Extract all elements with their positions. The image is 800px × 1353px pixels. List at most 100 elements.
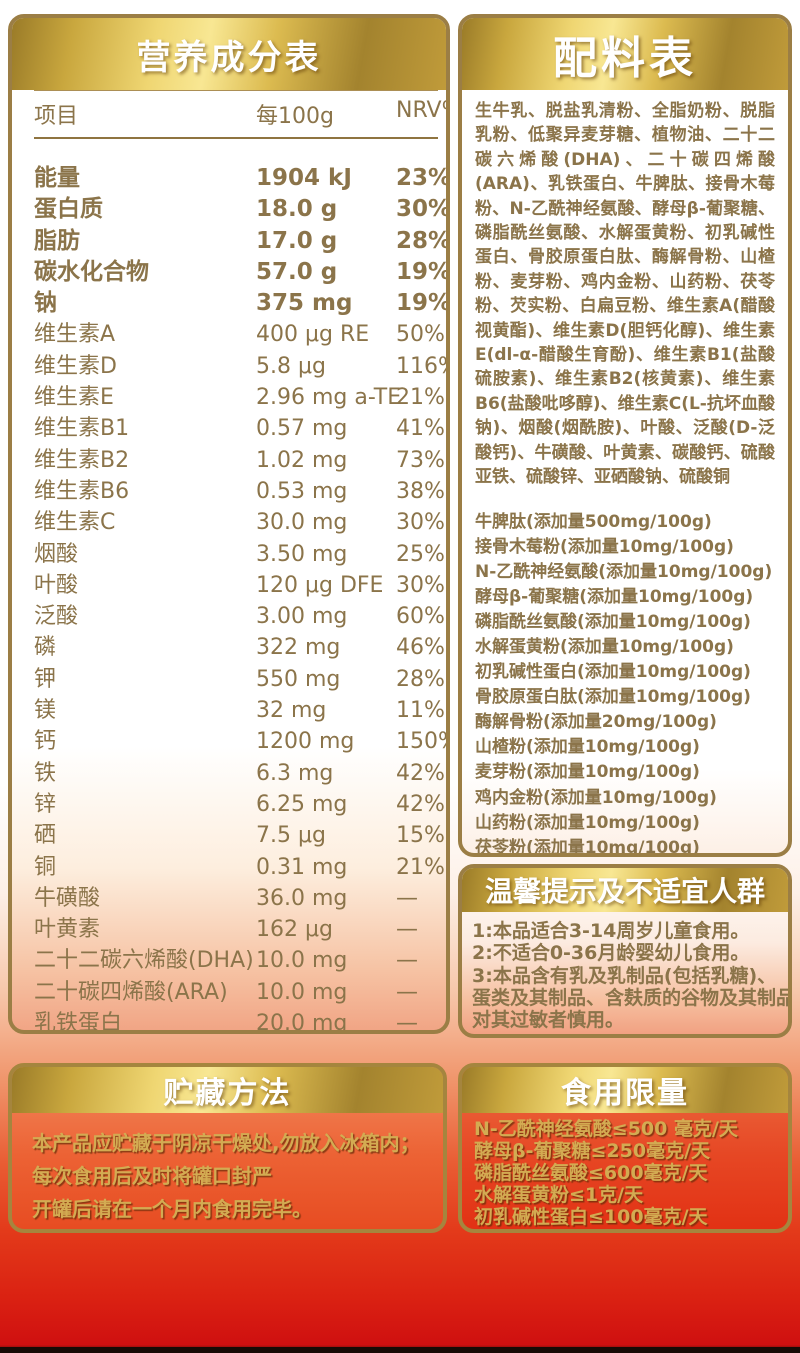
limit-line: 磷脂酰丝氨酸≤600毫克/天: [474, 1162, 708, 1184]
nutrient-name: 维生素C: [34, 510, 116, 536]
nutrient-nrv: 28%: [396, 227, 450, 254]
additive-line: 初乳碱性蛋白(添加量10mg/100g): [475, 662, 751, 683]
nutrition-row: 乳铁蛋白 20.0 mg —: [34, 1008, 438, 1034]
nutrient-nrv: 30%: [396, 572, 445, 598]
nutrient-name: 维生素B2: [34, 447, 130, 473]
nutrient-nrv: 50%: [396, 322, 445, 348]
tips-panel-header: 温馨提示及不适宜人群: [462, 868, 788, 912]
limit-line: 初乳碱性蛋白≤100毫克/天: [474, 1206, 708, 1228]
nutrition-row: 二十碳四烯酸(ARA) 10.0 mg —: [34, 977, 438, 1008]
additive-line: 酵母β-葡聚糖(添加量10mg/100g): [475, 586, 754, 607]
nutrient-nrv: —: [396, 917, 418, 943]
nutrient-nrv: 116%: [396, 353, 446, 379]
additive-line: 山药粉(添加量10mg/100g): [475, 812, 700, 833]
nutrient-nrv: —: [396, 1011, 418, 1034]
nutrient-value: 6.25 mg: [256, 791, 348, 817]
nutrient-value: 322 mg: [256, 635, 341, 661]
nutrition-row: 磷 322 mg 46%: [34, 632, 445, 663]
nutrient-nrv: 15%: [396, 823, 445, 849]
nutrient-name: 二十碳四烯酸(ARA): [34, 979, 228, 1005]
additive-line: 茯苓粉(添加量10mg/100g): [475, 837, 700, 857]
nutrient-name: 烟酸: [34, 541, 79, 567]
nutrient-name: 碳水化合物: [34, 258, 149, 285]
nutrient-nrv: 42%: [396, 791, 445, 817]
nutrition-row: 叶酸 120 μg DFE 30%: [34, 570, 445, 601]
nutrition-row: 蛋白质 18.0 g 30%: [34, 194, 446, 225]
nutrition-row: 铜 0.31 mg 21%: [34, 852, 445, 883]
storage-panel-header: 贮藏方法: [12, 1067, 443, 1113]
nutrient-value: 7.5 μg: [256, 823, 326, 849]
nutrient-nrv: 38%: [396, 478, 445, 504]
nutrient-value: 375 mg: [256, 290, 353, 317]
nutrient-name: 硒: [34, 823, 57, 849]
nutrient-nrv: —: [396, 948, 418, 974]
nutrient-nrv: 30%: [396, 510, 445, 536]
nutrient-name: 铜: [34, 854, 57, 880]
nutrient-name: 泛酸: [34, 604, 79, 630]
nutrition-row: 烟酸 3.50 mg 25%: [34, 539, 445, 570]
nutrient-name: 二十二碳六烯酸(DHA): [34, 948, 254, 974]
nutrition-row: 脂肪 17.0 g 28%: [34, 226, 446, 257]
nutrient-nrv: 21%: [396, 854, 445, 880]
nutrient-value: 20.0 mg: [256, 1011, 348, 1034]
nutrient-value: 5.8 μg: [256, 353, 326, 379]
nutrition-row: 维生素A 400 μg RE 50%: [34, 319, 445, 350]
nutrient-name: 维生素B6: [34, 478, 130, 504]
nutrient-name: 叶酸: [34, 572, 79, 598]
column-header-per100g: 每100g: [256, 104, 334, 129]
nutrition-row: 维生素B6 0.53 mg 38%: [34, 476, 445, 507]
storage-panel: 贮藏方法 本产品应贮藏于阴凉干燥处,勿放入冰箱内； 每次食用后及时将罐口封严 开罐后…: [8, 1063, 447, 1233]
nutrient-value: 6.3 mg: [256, 760, 334, 786]
limit-line: 酵母β-葡聚糖≤250毫克/天: [474, 1140, 711, 1162]
ingredients-panel-title: 配料表: [553, 33, 697, 84]
additive-line: 山楂粉(添加量10mg/100g): [475, 737, 700, 758]
nutrition-rows: 能量 1904 kJ 23% 蛋白质 18.0 g 30% 脂肪 17.0 g 28% 碳水化合物…: [34, 139, 446, 1034]
nutrition-row: 维生素B1 0.57 mg 41%: [34, 413, 445, 444]
tips-line: 对其过敏者慎用。: [472, 1009, 625, 1032]
storage-line: 开罐后请在一个月内食用完毕。: [32, 1197, 312, 1221]
nutrient-name: 能量: [34, 165, 80, 191]
tips-line: 蛋类及其制品、含麸质的谷物及其制品: [472, 986, 792, 1009]
nutrient-name: 维生素B1: [34, 416, 130, 442]
nutrition-row: 维生素C 30.0 mg 30%: [34, 507, 445, 538]
nutrient-value: 162 μg: [256, 917, 333, 943]
nutrient-name: 镁: [34, 698, 57, 724]
additive-line: 麦芽粉(添加量10mg/100g): [475, 762, 700, 783]
nutrient-name: 锌: [34, 791, 57, 817]
nutrition-row: 钙 1200 mg 150%: [34, 726, 446, 757]
additive-line: 骨胶原蛋白肽(添加量10mg/100g): [475, 687, 751, 708]
additive-line: 接骨木莓粉(添加量10mg/100g): [475, 536, 734, 557]
nutrition-row: 维生素E 2.96 mg a-TE 21%: [34, 382, 445, 413]
nutrient-value: 10.0 mg: [256, 979, 348, 1005]
nutrient-nrv: 23%: [396, 165, 450, 191]
limit-panel: 食用限量 N-乙酰神经氨酸≤500 毫克/天 酵母β-葡聚糖≤250毫克/天 磷脂酰…: [458, 1063, 792, 1233]
nutrient-value: 1.02 mg: [256, 447, 348, 473]
nutrient-nrv: —: [396, 979, 418, 1005]
nutrient-value: 10.0 mg: [256, 948, 348, 974]
limit-line: N-乙酰神经氨酸≤500 毫克/天: [474, 1118, 738, 1140]
nutrient-nrv: 21%: [396, 385, 445, 411]
limit-panel-header: 食用限量: [462, 1067, 788, 1113]
nutrient-nrv: 30%: [396, 196, 450, 223]
nutrient-value: 0.31 mg: [256, 854, 348, 880]
nutrient-value: 18.0 g: [256, 196, 338, 223]
nutrient-nrv: 25%: [396, 541, 445, 567]
nutrient-name: 脂肪: [34, 227, 80, 254]
limit-line: 水解蛋黄粉≤1克/天: [474, 1184, 644, 1206]
nutrient-value: 1200 mg: [256, 729, 355, 755]
limit-lines: N-乙酰神经氨酸≤500 毫克/天 酵母β-葡聚糖≤250毫克/天 磷脂酰丝氨酸≤6…: [462, 1113, 788, 1228]
nutrient-name: 维生素E: [34, 385, 114, 411]
nutrition-panel-header: 营养成分表: [12, 18, 446, 90]
nutrition-row: 牛磺酸 36.0 mg —: [34, 883, 438, 914]
additive-line: 磷脂酰丝氨酸(添加量10mg/100g): [475, 611, 751, 632]
column-header-item: 项目: [34, 104, 79, 129]
nutrition-row: 维生素B2 1.02 mg 73%: [34, 445, 445, 476]
tips-line: 2:不适合0-36月龄婴幼儿食用。: [472, 942, 750, 965]
storage-line: 每次食用后及时将罐口封严: [32, 1164, 272, 1188]
nutrition-row: 铁 6.3 mg 42%: [34, 758, 445, 789]
nutrient-value: 1904 kJ: [256, 165, 352, 191]
nutrition-table-header-row: 项目 每100g NRV%: [34, 90, 446, 139]
nutrient-nrv: 41%: [396, 416, 445, 442]
nutrition-row: 镁 32 mg 11%: [34, 695, 445, 726]
